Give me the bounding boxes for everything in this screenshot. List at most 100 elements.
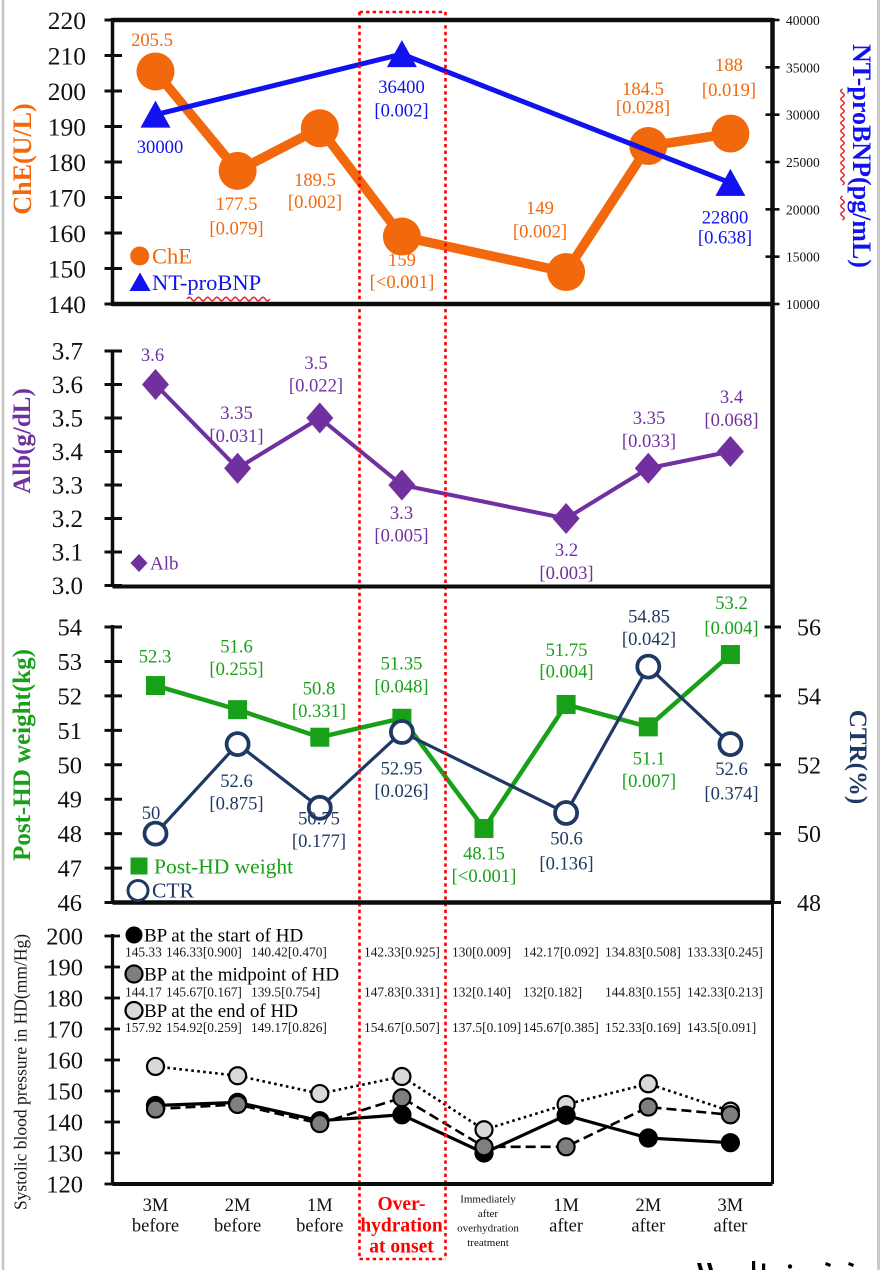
svg-text:[0.079]: [0.079] [209,219,263,240]
svg-text:[0.068]: [0.068] [704,410,758,431]
svg-text:51: 51 [58,718,83,745]
svg-text:160: 160 [48,219,86,248]
svg-text:154.92[0.259]: 154.92[0.259] [166,1020,242,1035]
svg-text:30000: 30000 [786,108,820,123]
svg-text:53: 53 [58,649,83,676]
svg-text:189.5: 189.5 [294,170,336,191]
svg-text:at onset: at onset [369,1237,434,1258]
svg-text:130: 130 [46,1141,83,1168]
svg-text:before: before [132,1217,179,1237]
svg-text:3.6: 3.6 [52,372,83,399]
svg-text:[0.007]: [0.007] [622,771,676,792]
svg-text:[0.255]: [0.255] [209,659,263,680]
svg-text:[0.002]: [0.002] [513,222,567,243]
svg-text:3.5: 3.5 [52,406,83,433]
svg-text:200: 200 [48,77,86,106]
svg-text:154.67[0.507]: 154.67[0.507] [364,1020,440,1035]
svg-text:3.1: 3.1 [52,540,83,567]
svg-text:53.2: 53.2 [715,593,748,614]
svg-text:[0.004]: [0.004] [704,618,758,639]
svg-text:[0.002]: [0.002] [288,192,342,213]
svg-text:145.33: 145.33 [125,945,162,960]
svg-text:[0.177]: [0.177] [292,831,346,852]
svg-text:25000: 25000 [786,155,820,170]
svg-text:overhydration: overhydration [457,1223,519,1235]
svg-text:[<0.001]: [<0.001] [370,272,435,293]
svg-text:[0.028]: [0.028] [616,98,670,119]
svg-text:Post-HD weight: Post-HD weight [154,855,293,879]
svg-text:3.0: 3.0 [52,573,83,600]
svg-text:160: 160 [46,1048,83,1075]
svg-text:145.67[0.167]: 145.67[0.167] [166,985,242,1000]
svg-text:146.33[0.900]: 146.33[0.900] [166,945,242,960]
svg-text:142.33[0.925]: 142.33[0.925] [364,945,440,960]
svg-text:[0.005]: [0.005] [374,526,428,547]
svg-text:50.75: 50.75 [298,809,340,830]
svg-text:133.33[0.245]: 133.33[0.245] [687,945,763,960]
svg-text:50: 50 [58,752,83,779]
svg-text:51.1: 51.1 [633,749,666,770]
svg-text:134.83[0.508]: 134.83[0.508] [605,945,681,960]
svg-text:3.6: 3.6 [141,345,164,366]
svg-text:142.17[0.092]: 142.17[0.092] [523,945,599,960]
svg-text:56: 56 [797,616,821,642]
svg-text:150: 150 [48,255,86,284]
svg-text:50.6: 50.6 [550,829,583,850]
svg-text:200: 200 [46,924,83,951]
svg-text:51.75: 51.75 [546,640,588,661]
svg-text:143.5[0.091]: 143.5[0.091] [687,1020,756,1035]
svg-text:120: 120 [46,1172,83,1199]
svg-text:[0.042]: [0.042] [622,629,676,650]
svg-text:[0.875]: [0.875] [209,794,263,815]
svg-text:[0.004]: [0.004] [539,662,593,683]
svg-text:142.33[0.213]: 142.33[0.213] [687,985,763,1000]
svg-text:22800: 22800 [702,208,748,229]
svg-text:51.6: 51.6 [220,637,253,658]
svg-text:BP at the end of HD: BP at the end of HD [144,1001,298,1022]
svg-text:35000: 35000 [786,60,820,75]
svg-text:132[0.182]: 132[0.182] [523,985,582,1000]
svg-text:before: before [296,1217,343,1237]
svg-text:130[0.009]: 130[0.009] [452,945,511,960]
svg-text:[0.048]: [0.048] [374,677,428,698]
svg-text:48.15: 48.15 [463,844,505,865]
svg-text:50: 50 [797,822,821,848]
svg-text:Systolic blood pressure in HD(: Systolic blood pressure in HD(mm/Hg) [11,934,31,1210]
svg-text:10000: 10000 [786,297,820,312]
svg-text:3.2: 3.2 [555,540,578,561]
svg-text:3.4: 3.4 [52,439,84,466]
svg-text:52.3: 52.3 [139,647,172,668]
svg-text:132[0.140]: 132[0.140] [452,985,511,1000]
svg-text:Over-: Over- [378,1194,426,1215]
svg-text:Immediately: Immediately [460,1194,516,1206]
svg-text:140.42[0.470]: 140.42[0.470] [251,945,327,960]
svg-text:3M: 3M [143,1196,169,1216]
svg-text:149: 149 [526,198,554,219]
svg-text:treatment: treatment [467,1237,509,1249]
svg-text:52.95: 52.95 [381,759,423,780]
svg-text:180: 180 [46,986,83,1013]
svg-text:205.5: 205.5 [131,30,173,51]
svg-text:after: after [478,1208,498,1220]
svg-text:220: 220 [48,6,86,35]
svg-text:1M: 1M [307,1196,333,1216]
svg-text:[0.331]: [0.331] [292,701,346,722]
svg-text:after: after [631,1217,665,1237]
svg-text:190: 190 [46,955,83,982]
svg-text:184.5: 184.5 [622,79,664,100]
svg-text:CTR(%): CTR(%) [844,710,871,804]
svg-text:140: 140 [46,1110,83,1137]
svg-text:48: 48 [797,891,821,917]
svg-text:3.7: 3.7 [52,339,83,366]
svg-text:36400: 36400 [378,77,424,98]
svg-text:54.85: 54.85 [628,607,670,628]
svg-text:20000: 20000 [786,202,820,217]
svg-text:[0.374]: [0.374] [704,784,758,805]
svg-text:170: 170 [48,184,86,213]
svg-text:3.4: 3.4 [720,387,743,408]
svg-text:[0.638]: [0.638] [698,228,752,249]
svg-text:52: 52 [797,753,821,779]
svg-text:145.67[0.385]: 145.67[0.385] [523,1020,599,1035]
svg-text:150: 150 [46,1079,83,1106]
svg-text:149.17[0.826]: 149.17[0.826] [251,1020,327,1035]
